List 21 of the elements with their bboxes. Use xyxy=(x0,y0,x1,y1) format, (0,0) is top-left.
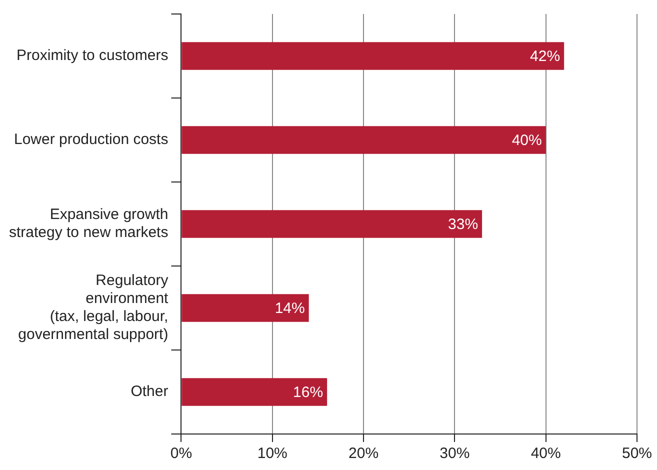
bar xyxy=(182,126,546,154)
bar xyxy=(182,378,328,406)
bar xyxy=(182,42,564,70)
y-tick-label: Other xyxy=(130,383,168,400)
x-tick-label: 40% xyxy=(530,445,561,462)
bar xyxy=(182,294,309,322)
x-tick-label: 0% xyxy=(170,445,192,462)
y-tick-label: Proximity to customers xyxy=(16,47,168,64)
data-label: 40% xyxy=(512,132,542,150)
x-tick-label: 20% xyxy=(348,445,379,462)
data-label: 33% xyxy=(448,216,478,234)
x-tick-label: 10% xyxy=(257,445,288,462)
y-tick-label: Expansive growth strategy to new markets xyxy=(8,206,168,242)
y-tick-label: Regulatory environment (tax, legal, labour, governmental support) xyxy=(18,272,170,344)
x-tick-label: 30% xyxy=(440,445,470,462)
bar xyxy=(182,210,482,238)
x-tick-label: 50% xyxy=(622,445,652,462)
data-label: 14% xyxy=(274,300,305,318)
data-label: 16% xyxy=(293,384,324,402)
data-label: 42% xyxy=(530,48,560,66)
y-tick-label: Lower production costs xyxy=(14,131,168,148)
